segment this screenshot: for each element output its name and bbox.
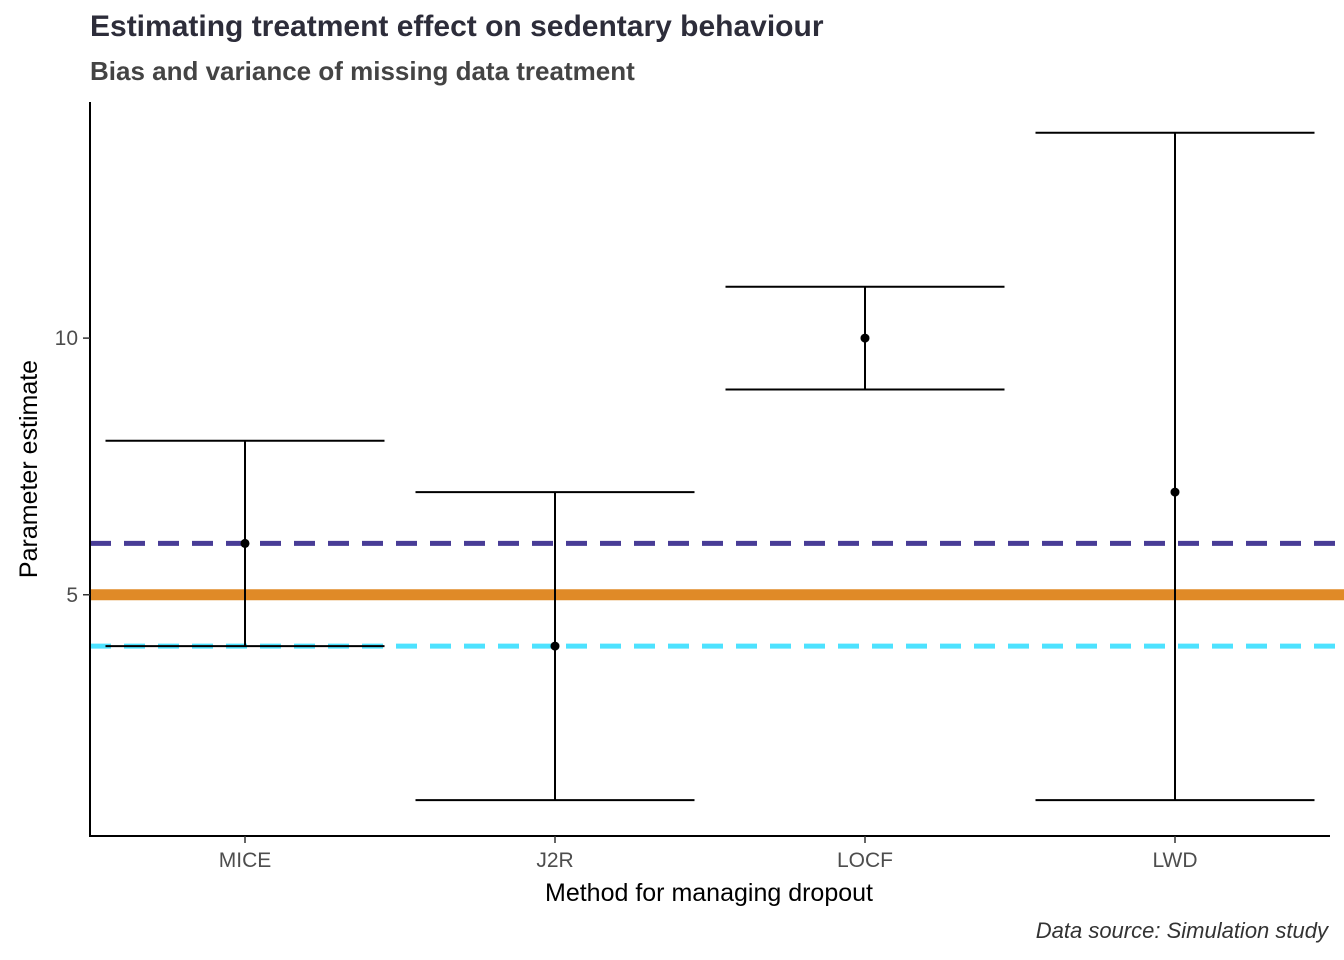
x-axis-title: Method for managing dropout [545, 879, 873, 907]
chart-subtitle: Bias and variance of missing data treatm… [90, 56, 635, 86]
estimate-point-mice [240, 538, 250, 548]
chart-caption: Data source: Simulation study [1035, 918, 1328, 943]
x-tick-label: J2R [536, 849, 573, 872]
x-ticks: MICE J2R LOCF LWD [219, 836, 1198, 872]
x-tick-label: MICE [219, 849, 272, 872]
estimate-point-j2r [550, 641, 560, 651]
error-bars [105, 131, 1315, 802]
reference-lines [90, 540, 1344, 649]
x-tick-label: LWD [1152, 849, 1197, 872]
x-tick-label: LOCF [837, 849, 893, 872]
estimate-points [240, 333, 1180, 651]
estimate-point-lwd [1170, 487, 1180, 497]
y-axis-title: Parameter estimate [15, 360, 43, 578]
axes [89, 102, 1330, 837]
y-tick-label: 10 [55, 327, 78, 350]
estimate-point-locf [860, 333, 870, 343]
y-ticks: 5 10 [55, 327, 90, 607]
chart-title: Estimating treatment effect on sedentary… [90, 10, 824, 43]
y-tick-label: 5 [66, 584, 78, 607]
